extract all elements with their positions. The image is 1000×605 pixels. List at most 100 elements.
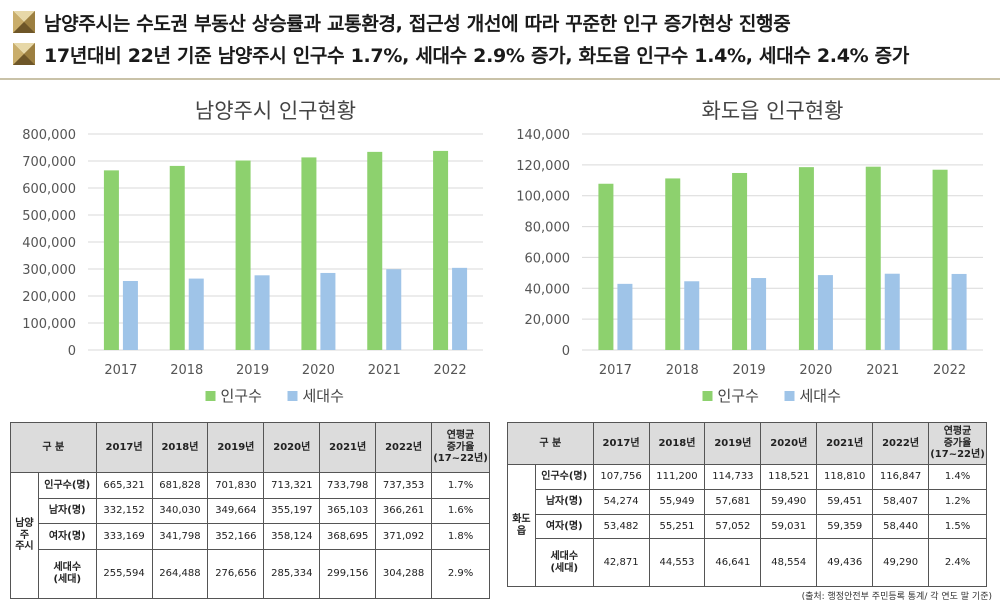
y-tick-label: 500,000 [22,209,76,224]
table-cell: 737,353 [375,472,433,499]
population-bar-2019 [732,172,748,350]
legend-label: 인구수 [718,387,759,405]
x-tick-label: 2019 [733,363,766,378]
table-cell: 114,733 [704,464,762,490]
legend-swatch [205,391,216,401]
households-bar-2019 [751,278,767,350]
table-row-label: 남자(명) [37,497,97,525]
table-header-label: 구 분 [507,422,594,465]
table-row: 화도읍 인구수(명) 107,756 111,200 114,733 118,521 118… [507,464,987,587]
households-bar-2021 [884,273,900,350]
table-cell: 111,200 [648,464,706,490]
table-row: 남자(명) 54,274 55,949 57,681 59,490 59,451 58,40… [508,488,987,515]
table-cell: 118,521 [760,464,818,490]
table-rate-cell: 1.5% [928,513,987,540]
table-cell: 665,321 [95,472,153,499]
households-bar-2022 [951,273,967,350]
table-cell: 333,169 [95,523,153,550]
namyangju-population-chart: 남양주시 인구현황 0 100,000 200,000 300,000 400,000 50… [0,82,495,417]
legend-swatch [784,391,795,401]
table-row: 여자(명) 333,169 341,798 352,166 358,124 368,695… [11,523,490,550]
table-cell: 368,695 [319,523,377,550]
table-row-label: 세대수 (세대) [37,548,97,600]
table-row: 남양주 주시 인구수(명) 665,321 681,828 701,830 713,321 7… [10,472,490,599]
households-bar-2018 [684,281,700,350]
table-cell: 118,810 [816,464,874,490]
table-rate-cell: 1.2% [928,488,987,515]
table-header-rate: 연평균 증가율 (17~22년) [928,422,987,465]
table-row: 세대수 (세대) 255,594 264,488 276,656 285,334 299,1… [11,548,490,600]
headline-1-text: 남양주시는 수도권 부동산 상승률과 교통환경, 접근성 개선에 따라 꾸준한 … [44,12,791,35]
y-tick-label: 60,000 [525,251,571,266]
chart-svg: 남양주시 인구현황 0 100,000 200,000 300,000 400,000 50… [22,99,483,405]
hwado-population-table: 구 분 2017년 2018년 2019년 2020년 2021년 2022년 연평균 증가율(… [507,422,987,587]
population-bar-2022 [433,150,449,350]
table-rate-cell: 1.4% [928,464,987,490]
table-cell: 733,798 [319,472,377,499]
table-header-year: 2019년 [207,422,265,473]
table-cell: 349,664 [207,497,265,525]
population-bar-2021 [865,166,881,350]
households-bar-2019 [254,275,270,350]
source-note: (출처: 행정안전부 주민등록 통계/ 각 연도 말 기준) [801,592,992,602]
population-bar-2019 [235,160,251,350]
table-cell: 53,482 [592,513,650,540]
households-bar-2017 [122,280,138,350]
table-cell: 341,798 [151,523,209,550]
hwado-population-chart: 화도읍 인구현황 0 20,000 40,000 60,000 80,000 100,000… [500,82,995,417]
population-bar-2021 [367,151,383,350]
table-header-year: 2022년 [872,422,930,465]
y-tick-label: 80,000 [525,221,571,236]
table-cell: 46,641 [704,538,762,587]
table-cell: 358,124 [263,523,321,550]
table-cell: 713,321 [263,472,321,499]
legend-label: 세대수 [303,387,344,405]
y-tick-label: 0 [562,344,570,359]
table-row: 여자(명) 53,482 55,251 57,052 59,031 59,359 58,44… [508,513,987,540]
table-row-label: 인구수(명) [37,472,97,499]
y-tick-label: 700,000 [22,155,76,170]
headline-2: 17년대비 22년 기준 남양주시 인구수 1.7%, 세대수 2.9% 증가,… [12,38,909,70]
namyangju-population-table: 구 분 2017년 2018년 2019년 2020년 2021년 2022년 연평균 증가율(… [10,422,490,600]
table-cell: 54,274 [592,488,650,515]
table-cell: 58,407 [872,488,930,515]
y-tick-label: 20,000 [525,313,571,328]
chart-title: 화도읍 인구현황 [702,99,844,123]
x-tick-label: 2018 [170,363,203,378]
table-rate-cell: 2.4% [928,538,987,587]
table-cell: 365,103 [319,497,377,525]
chart-title: 남양주시 인구현황 [195,99,356,123]
table-row-label: 남자(명) [534,488,594,515]
legend-label: 인구수 [221,387,262,405]
chart-svg: 화도읍 인구현황 0 20,000 40,000 60,000 80,000 100,000… [516,99,983,405]
table-row: 남자(명) 332,152 340,030 349,664 355,197 365,103… [11,497,490,525]
households-bar-2020 [817,275,833,350]
table-cell: 59,490 [760,488,818,515]
table-cell: 366,261 [375,497,433,525]
table-cell: 276,656 [207,548,265,600]
x-tick-label: 2019 [236,363,269,378]
x-tick-label: 2020 [799,363,832,378]
table-cell: 57,052 [704,513,762,540]
table-header-year: 2022년 [375,422,433,473]
table-group-label: 남양주 주시 [10,472,39,599]
table-row-label: 여자(명) [534,513,594,540]
table-row-label: 세대수 (세대) [534,538,594,587]
legend-swatch [702,391,713,401]
households-bar-2021 [386,269,402,350]
table-cell: 55,949 [648,488,706,515]
table-cell: 299,156 [319,548,377,600]
table-rate-cell: 1.6% [431,497,490,525]
table-cell: 332,152 [95,497,153,525]
table-cell: 42,871 [592,538,650,587]
population-bar-2020 [301,157,317,350]
gold-diamond-bullet-icon [13,43,35,65]
table-header-year: 2020년 [263,422,321,473]
table-cell: 107,756 [592,464,650,490]
headline-1: 남양주시는 수도권 부동산 상승률과 교통환경, 접근성 개선에 따라 꾸준한 … [12,6,791,38]
x-tick-label: 2020 [302,363,335,378]
y-tick-label: 600,000 [22,182,76,197]
headline-2-text: 17년대비 22년 기준 남양주시 인구수 1.7%, 세대수 2.9% 증가,… [44,44,910,67]
table-header-label: 구 분 [10,422,97,473]
x-tick-label: 2018 [666,363,699,378]
